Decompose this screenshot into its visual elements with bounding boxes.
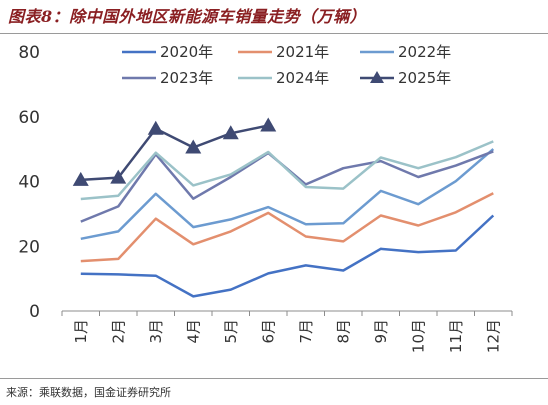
- y-tick-label: 0: [29, 302, 40, 322]
- y-tick-label: 20: [18, 237, 40, 257]
- chart-axes: 0 20 40 60 80 1月 2月 3月 4月 5月 6月 7月 8月 9月 10月 11月 12月: [18, 43, 513, 353]
- series-line: [80, 150, 494, 223]
- legend-marker: [370, 71, 384, 83]
- x-tick-label: 2月: [109, 319, 127, 344]
- series-line: [80, 124, 269, 182]
- x-tick-label: 7月: [297, 319, 315, 344]
- legend-item: 2023年: [122, 69, 213, 87]
- data-point-marker: [185, 139, 202, 154]
- x-tick-label: 11月: [447, 319, 465, 353]
- data-point-marker: [147, 120, 164, 135]
- x-tick-label: 6月: [259, 319, 277, 344]
- source-note: 来源：乘联数据，国金证券研究所: [6, 386, 171, 399]
- data-point-marker: [260, 117, 277, 132]
- legend-item: 2021年: [238, 43, 329, 61]
- data-point-marker: [72, 171, 89, 186]
- legend-label: 2022年: [398, 43, 451, 61]
- legend-label: 2024年: [276, 69, 329, 87]
- y-tick-label: 60: [18, 108, 40, 128]
- x-tick-label: 9月: [372, 319, 390, 344]
- x-tick-label: 4月: [184, 319, 202, 344]
- y-tick-label: 40: [18, 173, 40, 193]
- data-point-marker: [110, 169, 127, 184]
- legend-item: 2020年: [122, 43, 213, 61]
- y-tick-label: 80: [18, 43, 40, 63]
- legend-label: 2023年: [160, 69, 213, 87]
- series-line: [80, 140, 494, 201]
- x-tick-label: 1月: [72, 319, 90, 344]
- series-2020年: [80, 214, 495, 298]
- series-2024年: [80, 140, 494, 201]
- series-2021年: [80, 192, 494, 263]
- series-line: [80, 214, 495, 298]
- x-tick-label: 8月: [334, 319, 352, 344]
- legend: 2020年 2021年 2022年 2023年 2024年 2025年: [122, 43, 451, 87]
- legend-item: 2025年: [360, 69, 451, 87]
- legend-label: 2021年: [276, 43, 329, 61]
- legend-item: 2024年: [238, 69, 329, 87]
- chart-series: [72, 117, 495, 298]
- x-tick-label: 5月: [222, 319, 240, 344]
- legend-label: 2020年: [160, 43, 213, 61]
- footer-divider: [0, 378, 548, 379]
- x-tick-label: 3月: [147, 319, 165, 344]
- x-tick-label: 10月: [409, 319, 427, 353]
- data-point-marker: [222, 125, 239, 140]
- series-line: [80, 192, 494, 263]
- series-2025年: [72, 117, 277, 186]
- legend-label: 2025年: [398, 69, 451, 87]
- series-2022年: [80, 148, 495, 241]
- figure-title: 图表8：除中国外地区新能源车销量走势（万辆）: [8, 7, 367, 26]
- series-line: [80, 148, 495, 241]
- legend-item: 2022年: [360, 43, 451, 61]
- series-2023年: [80, 150, 494, 223]
- title-divider: [0, 33, 548, 34]
- x-tick-label: 12月: [484, 319, 502, 353]
